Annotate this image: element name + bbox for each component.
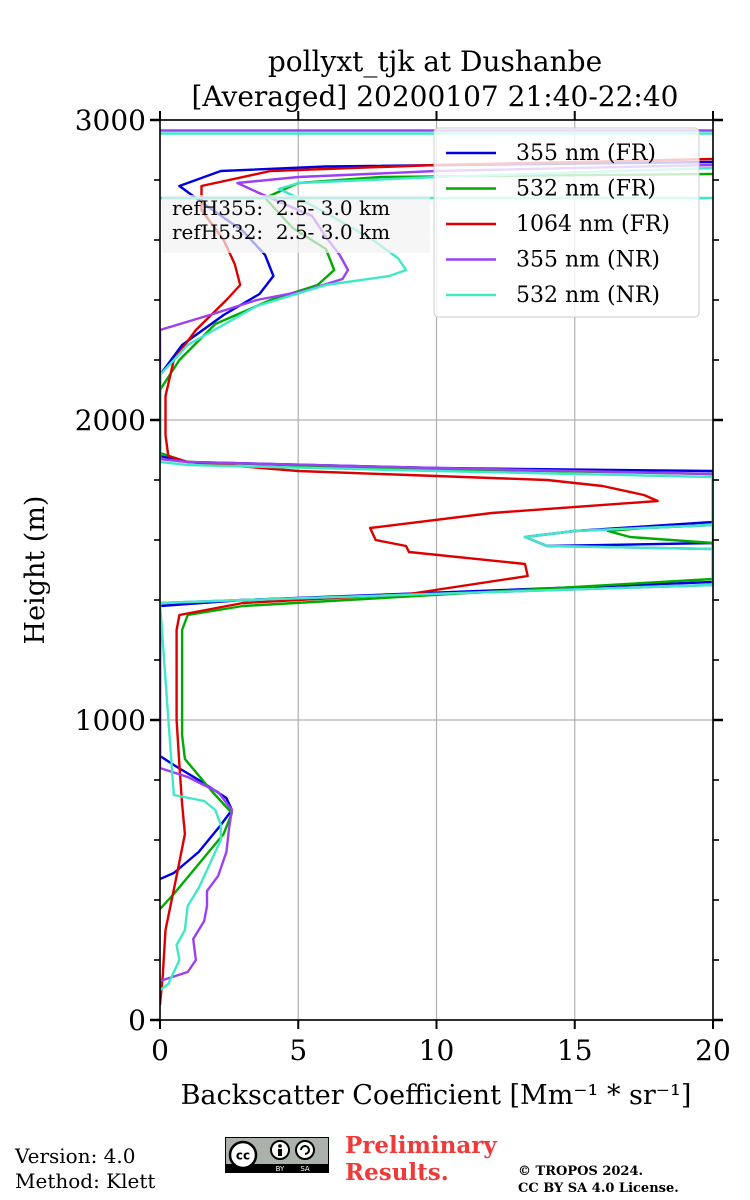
copyright-line2: CC BY SA 4.0 License. — [518, 1181, 679, 1196]
version-label: Version: 4.0 — [15, 1144, 136, 1168]
y-tick-label: 0 — [128, 1004, 146, 1037]
reference-height-annotation: refH355: 2.5- 3.0 km refH532: 2.5- 3.0 k… — [162, 195, 430, 253]
legend-box — [433, 127, 700, 318]
legend-label: 532 nm (NR) — [516, 283, 660, 308]
legend-label: 532 nm (FR) — [516, 177, 656, 202]
legend-label: 1064 nm (FR) — [516, 212, 670, 237]
method-label: Method: Klett — [15, 1169, 156, 1193]
svg-text:SA: SA — [300, 1165, 310, 1173]
legend: 355 nm (FR) 532 nm (FR) 1064 nm (FR) 355 nm… — [433, 127, 700, 318]
cc-by-sa-license-badge: cc BY SA — [225, 1137, 329, 1173]
annotation-refh532: refH532: 2.5- 3.0 km — [172, 220, 390, 244]
legend-label: 355 nm (FR) — [516, 141, 656, 166]
x-tick-label: 5 — [289, 1034, 307, 1067]
svg-text:BY: BY — [276, 1165, 285, 1173]
series-line-1064-nm-fr- — [160, 157, 713, 1006]
y-tick-label: 3000 — [75, 104, 146, 137]
chart-subtitle: [Averaged] 20200107 21:40-22:40 — [192, 80, 679, 113]
x-tick-label: 15 — [557, 1034, 593, 1067]
cc-icon — [228, 1140, 258, 1170]
svg-text:cc: cc — [236, 1149, 250, 1163]
preliminary-results-line1: Preliminary — [345, 1132, 497, 1159]
chart-title: pollyxt_tjk at Dushanbe — [268, 45, 602, 78]
x-tick-label: 20 — [695, 1034, 731, 1067]
preliminary-results-line2: Results. — [345, 1159, 449, 1186]
y-tick-label: 1000 — [75, 704, 146, 737]
y-tick-label: 2000 — [75, 404, 146, 437]
copyright-line1: © TROPOS 2024. — [518, 1164, 644, 1179]
x-axis-label: Backscatter Coefficient [Mm⁻¹ * sr⁻¹] — [181, 1080, 692, 1111]
annotation-refh355: refH355: 2.5- 3.0 km — [172, 196, 390, 220]
x-tick-label: 10 — [419, 1034, 455, 1067]
series-line-532-nm-fr- — [160, 172, 713, 910]
annotation-box — [162, 195, 430, 253]
backscatter-profile-chart: pollyxt_tjk at Dushanbe [Averaged] 20200… — [20, 45, 731, 1111]
share-alike-icon — [295, 1140, 315, 1160]
x-axis-label-text: Backscatter Coefficient [Mm⁻¹ * sr⁻¹] — [181, 1080, 692, 1111]
legend-label: 355 nm (NR) — [516, 248, 660, 273]
x-tick-label: 0 — [151, 1034, 169, 1067]
axis-ticks: 0 5 10 15 20 0 1000 2000 3000 — [75, 104, 731, 1067]
y-axis-label: Height (m) — [20, 496, 51, 645]
